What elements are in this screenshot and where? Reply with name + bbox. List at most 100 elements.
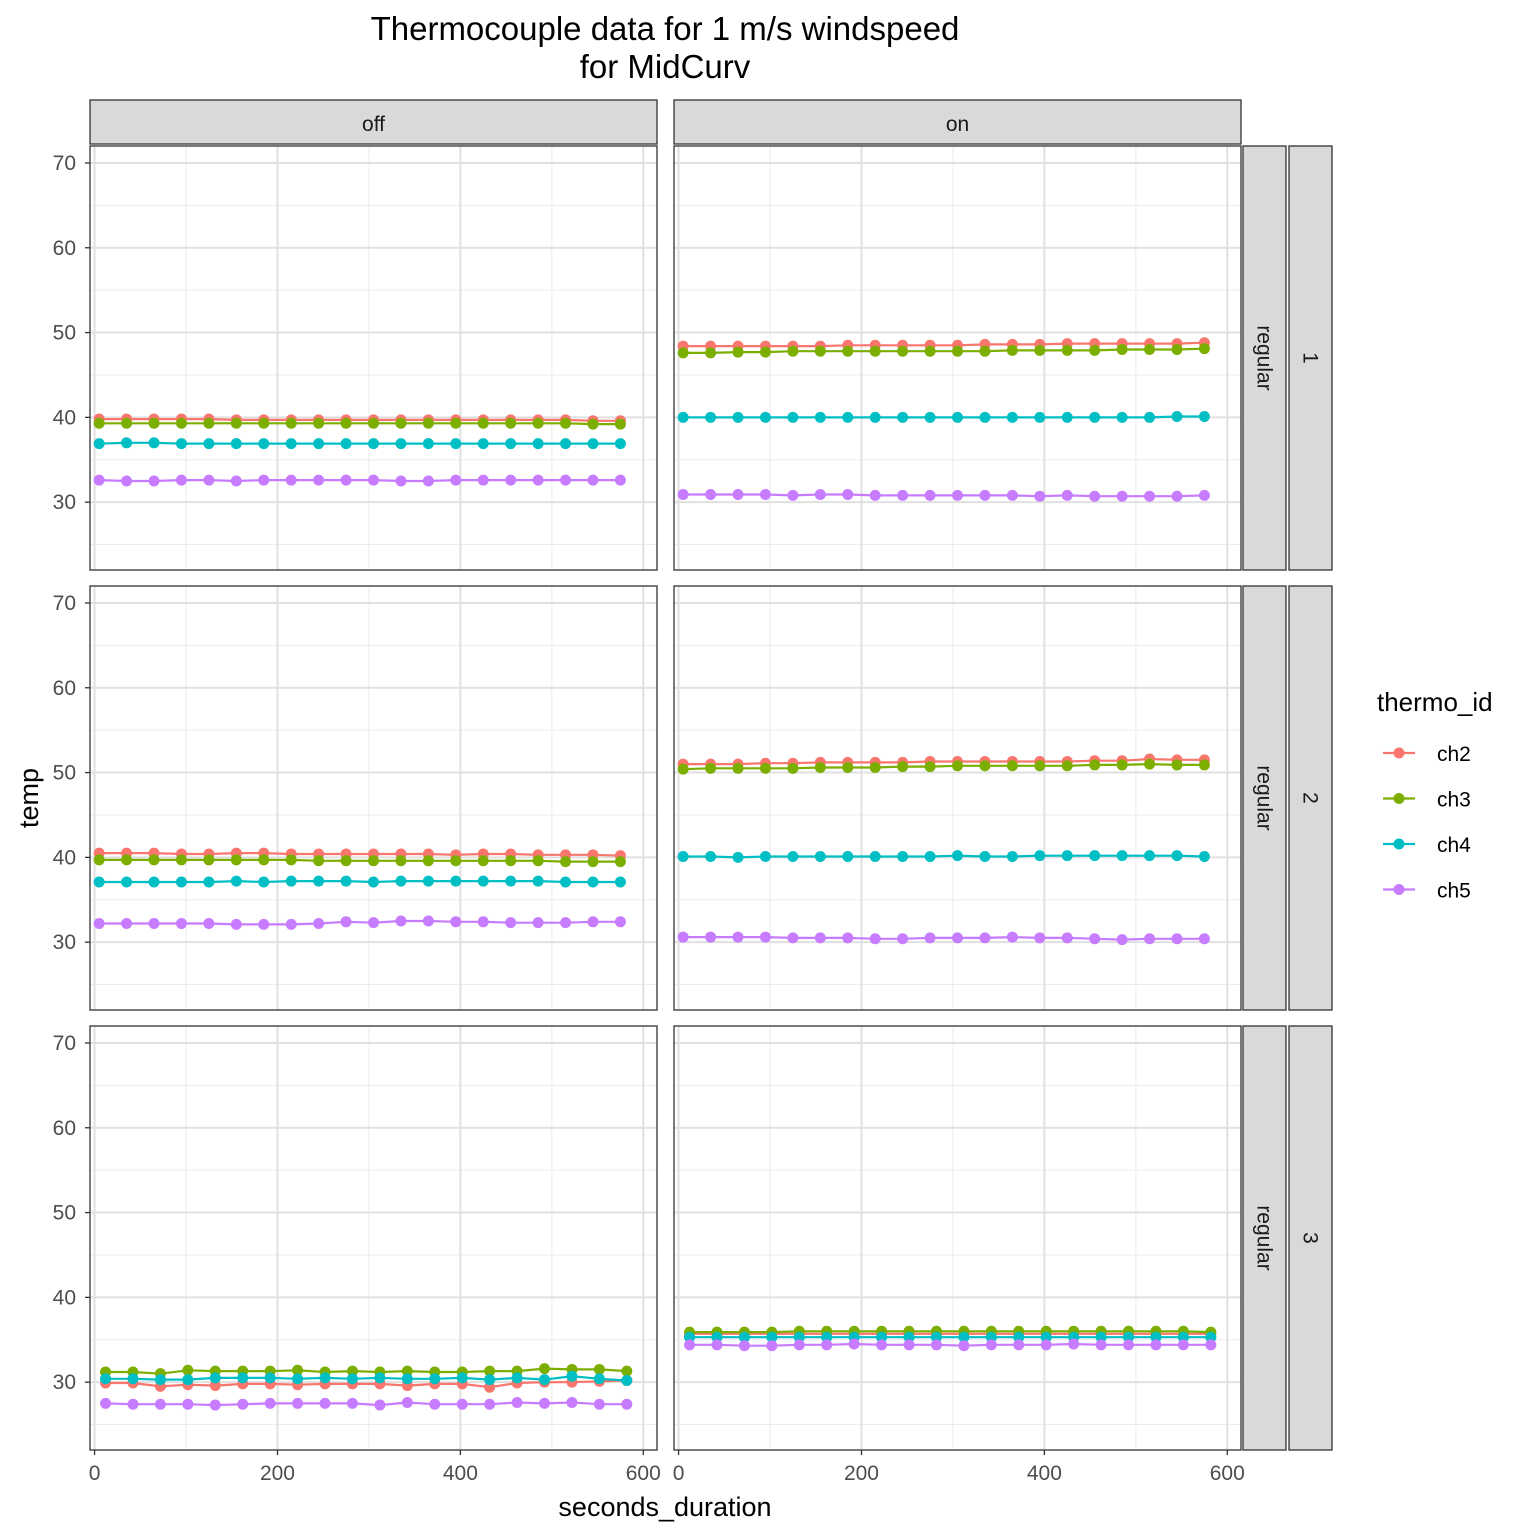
data-point-ch5	[848, 1338, 860, 1350]
data-point-ch5	[1061, 489, 1073, 501]
data-point-ch4	[539, 1374, 551, 1386]
data-point-ch3	[230, 417, 242, 429]
data-point-ch3	[532, 417, 544, 429]
data-point-ch4	[705, 411, 717, 423]
data-point-ch5	[1198, 933, 1210, 945]
legend-item-ch5: ch5	[1383, 880, 1471, 903]
data-point-ch4	[422, 875, 434, 887]
data-point-ch4	[148, 437, 160, 449]
data-point-ch5	[313, 474, 325, 486]
data-point-ch3	[1034, 344, 1046, 356]
series-ch5	[677, 931, 1210, 946]
data-point-ch3	[422, 855, 434, 867]
data-point-ch4	[684, 1331, 696, 1343]
data-point-ch4	[313, 875, 325, 887]
data-point-ch5	[121, 475, 133, 487]
data-point-ch5	[958, 1340, 970, 1352]
data-point-ch4	[979, 411, 991, 423]
row-strip-label: 2	[1299, 792, 1322, 804]
data-point-ch4	[237, 1372, 249, 1384]
y-tick-label: 70	[53, 592, 76, 615]
legend-key-point	[1393, 793, 1405, 804]
panel-border	[89, 1025, 658, 1451]
data-point-ch4	[505, 875, 517, 887]
row-strip-inner-1: regular	[1242, 145, 1287, 571]
data-point-ch3	[121, 854, 133, 866]
data-point-ch5	[732, 931, 744, 943]
data-point-ch5	[477, 474, 489, 486]
data-point-ch4	[121, 437, 133, 449]
row-strip-inner-3: regular	[1242, 1025, 1287, 1451]
legend-label: ch3	[1437, 789, 1471, 812]
data-point-ch4	[952, 411, 963, 423]
data-point-ch4	[587, 876, 599, 888]
data-point-ch5	[401, 1397, 413, 1409]
data-point-ch4	[593, 1373, 605, 1385]
data-point-ch4	[121, 876, 133, 888]
data-point-ch4	[738, 1331, 750, 1343]
data-point-ch3	[1089, 759, 1101, 771]
series-ch5	[677, 489, 1210, 502]
data-point-ch4	[1013, 1331, 1025, 1343]
data-point-ch5	[593, 1398, 605, 1410]
row-strip-outer-2: 2	[1288, 585, 1333, 1011]
data-point-ch3	[869, 345, 881, 357]
data-point-ch5	[422, 915, 434, 927]
series-ch4	[684, 1331, 1217, 1343]
data-point-ch3	[1006, 760, 1018, 772]
data-point-ch3	[93, 417, 105, 429]
data-point-ch5	[759, 489, 771, 501]
legend-title: thermo_id	[1377, 687, 1493, 717]
data-point-ch4	[346, 1373, 358, 1385]
panel-on-2	[673, 585, 1242, 1011]
data-point-ch3	[1144, 344, 1156, 356]
data-point-ch5	[1116, 490, 1128, 502]
data-point-ch5	[821, 1339, 833, 1351]
data-point-ch5	[127, 1398, 139, 1410]
data-point-ch3	[258, 417, 270, 429]
data-point-ch5	[285, 918, 297, 930]
data-point-ch4	[264, 1372, 276, 1384]
data-point-ch5	[614, 474, 626, 486]
data-point-ch4	[456, 1372, 468, 1384]
data-point-ch5	[395, 475, 407, 487]
data-point-ch3	[952, 760, 963, 772]
x-tick-label: 400	[443, 1462, 478, 1485]
data-point-ch4	[705, 851, 717, 863]
data-point-ch4	[1034, 411, 1046, 423]
data-point-ch4	[1205, 1331, 1217, 1343]
data-point-ch5	[677, 489, 689, 501]
data-point-ch4	[505, 438, 517, 450]
data-point-ch4	[395, 875, 407, 887]
data-point-ch5	[175, 474, 187, 486]
data-point-ch5	[484, 1398, 496, 1410]
data-point-ch4	[924, 851, 936, 863]
data-point-ch5	[876, 1339, 888, 1351]
row-strip-label: regular	[1253, 765, 1276, 830]
y-axis-label: temp	[14, 768, 44, 828]
data-point-ch3	[787, 345, 799, 357]
data-point-ch3	[450, 417, 462, 429]
data-point-ch5	[93, 474, 105, 486]
y-tick-label: 40	[53, 846, 76, 869]
data-point-ch3	[532, 855, 544, 867]
data-point-ch4	[182, 1374, 194, 1386]
data-point-ch5	[121, 918, 133, 930]
data-point-ch3	[952, 345, 963, 357]
legend-item-ch3: ch3	[1383, 789, 1471, 812]
data-point-ch5	[148, 475, 160, 487]
panel-border	[673, 585, 1242, 1011]
data-point-ch4	[560, 438, 572, 450]
data-point-ch4	[477, 875, 489, 887]
data-point-ch3	[614, 418, 626, 430]
data-point-ch3	[705, 347, 717, 359]
data-point-ch3	[560, 417, 572, 429]
data-point-ch4	[1144, 850, 1156, 862]
data-point-ch3	[346, 1365, 358, 1377]
series-ch4	[677, 411, 1210, 423]
row-strip-label: 1	[1299, 352, 1322, 364]
data-point-ch4	[230, 875, 242, 887]
data-point-ch4	[1089, 850, 1101, 862]
data-point-ch4	[175, 438, 187, 450]
